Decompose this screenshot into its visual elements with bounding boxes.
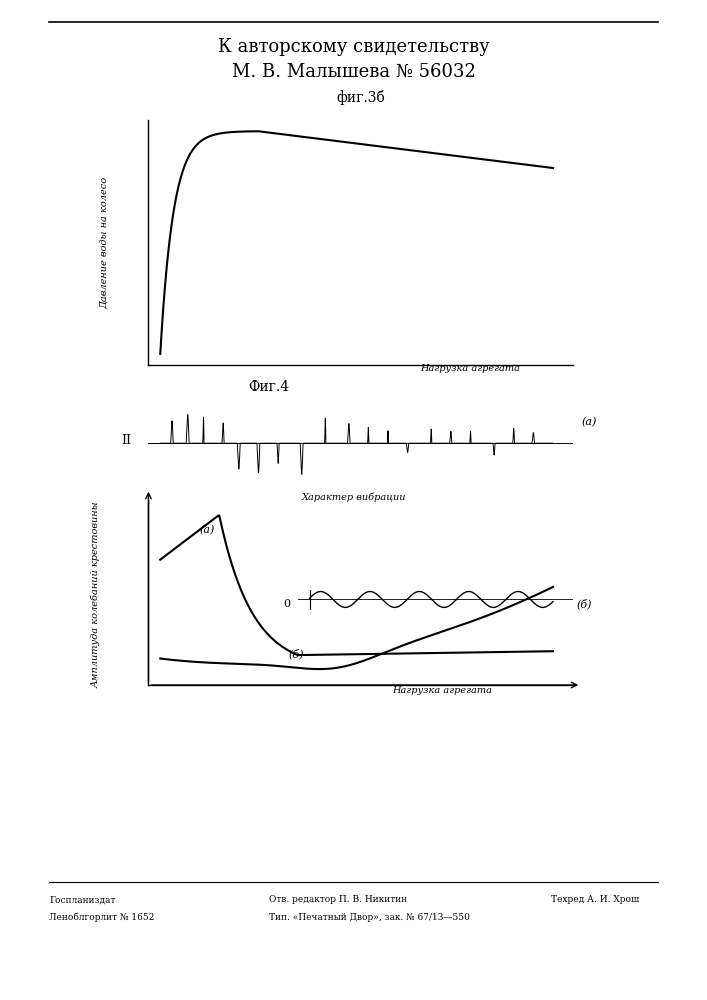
Text: Тип. «Печатный Двор», зак. № 67/13—550: Тип. «Печатный Двор», зак. № 67/13—550 — [269, 912, 469, 922]
Text: (а): (а) — [199, 525, 215, 535]
Text: фиг.3б: фиг.3б — [337, 90, 385, 105]
Text: (б): (б) — [577, 598, 592, 609]
Text: Госпланиздат: Госпланиздат — [49, 896, 116, 904]
Text: Характер вибрации: Характер вибрации — [301, 492, 406, 502]
Text: Амплитуда колебаний крестовины: Амплитуда колебаний крестовины — [90, 502, 100, 688]
Text: Давление воды на колесо: Давление воды на колесо — [100, 177, 109, 309]
Text: К авторскому свидетельству: К авторскому свидетельству — [218, 38, 489, 56]
Text: II: II — [122, 434, 132, 446]
Text: (б): (б) — [288, 648, 304, 659]
Text: Отв. редактор П. В. Никитин: Отв. редактор П. В. Никитин — [269, 896, 407, 904]
Text: (а): (а) — [581, 417, 597, 427]
Text: Фиг.4: Фиг.4 — [248, 380, 289, 394]
Text: Леноблгорлит № 1652: Леноблгорлит № 1652 — [49, 912, 155, 922]
Text: 0: 0 — [284, 599, 291, 609]
Text: Нагрузка агрегата: Нагрузка агрегата — [420, 364, 520, 373]
Text: М. В. Малышева № 56032: М. В. Малышева № 56032 — [232, 63, 475, 81]
Text: Техред А. И. Хрош: Техред А. И. Хрош — [551, 896, 640, 904]
Text: Нагрузка агрегата: Нагрузка агрегата — [392, 686, 492, 695]
